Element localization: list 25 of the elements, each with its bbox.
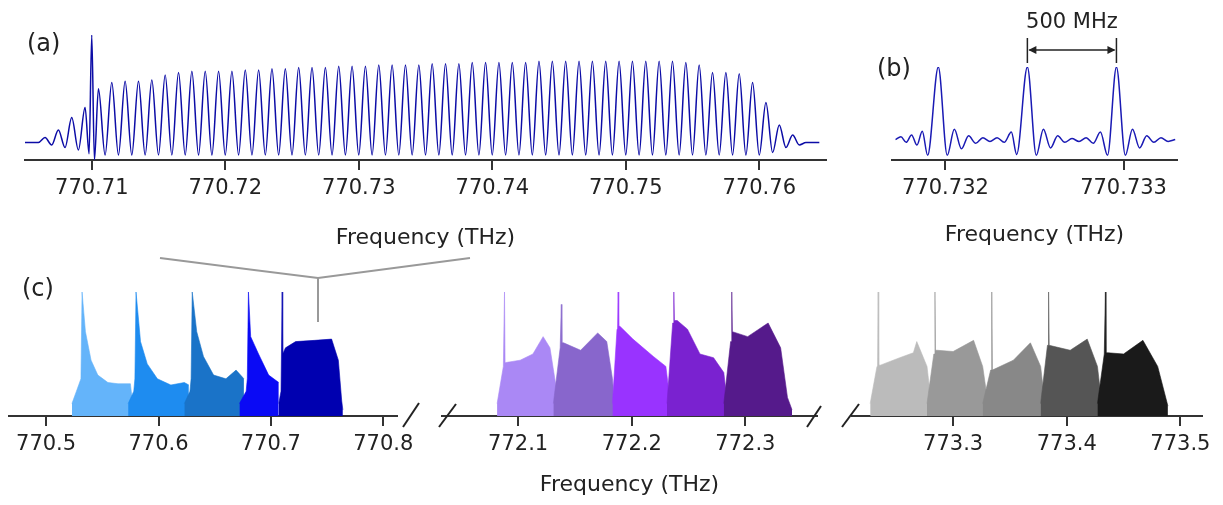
x-tick-label: 773.4 <box>1036 431 1097 456</box>
x-tick-label: 770.73 <box>322 175 396 200</box>
x-tick-label: 770.5 <box>16 431 77 456</box>
x-tick-label: 770.75 <box>589 175 663 200</box>
x-tick-label: 773.5 <box>1150 431 1211 456</box>
x-tick-label: 772.2 <box>601 431 662 456</box>
x-tick-label: 772.3 <box>715 431 776 456</box>
x-tick-label: 770.733 <box>1080 175 1167 200</box>
x-tick-label: 773.3 <box>923 431 984 456</box>
x-axis-title: Frequency (THz) <box>944 220 1125 246</box>
x-tick-label: 770.8 <box>353 431 414 456</box>
x-tick-label: 770.732 <box>902 175 989 200</box>
text: 500 MHz <box>1026 9 1118 34</box>
x-tick-label: 770.74 <box>455 175 529 200</box>
x-tick-label: 770.72 <box>188 175 262 200</box>
annotation: (b) <box>877 54 911 83</box>
x-tick-label: 772.1 <box>488 431 549 456</box>
x-tick-label: 770.76 <box>722 175 796 200</box>
x-axis-title: Frequency (THz) <box>539 470 720 496</box>
x-axis-title: Frequency (THz) <box>335 223 516 249</box>
x-tick-label: 770.6 <box>128 431 189 456</box>
annotation: (c) <box>22 274 54 303</box>
x-tick-label: 770.7 <box>240 431 301 456</box>
x-tick-label: 770.71 <box>55 175 129 200</box>
annotation: (a) <box>27 29 61 58</box>
